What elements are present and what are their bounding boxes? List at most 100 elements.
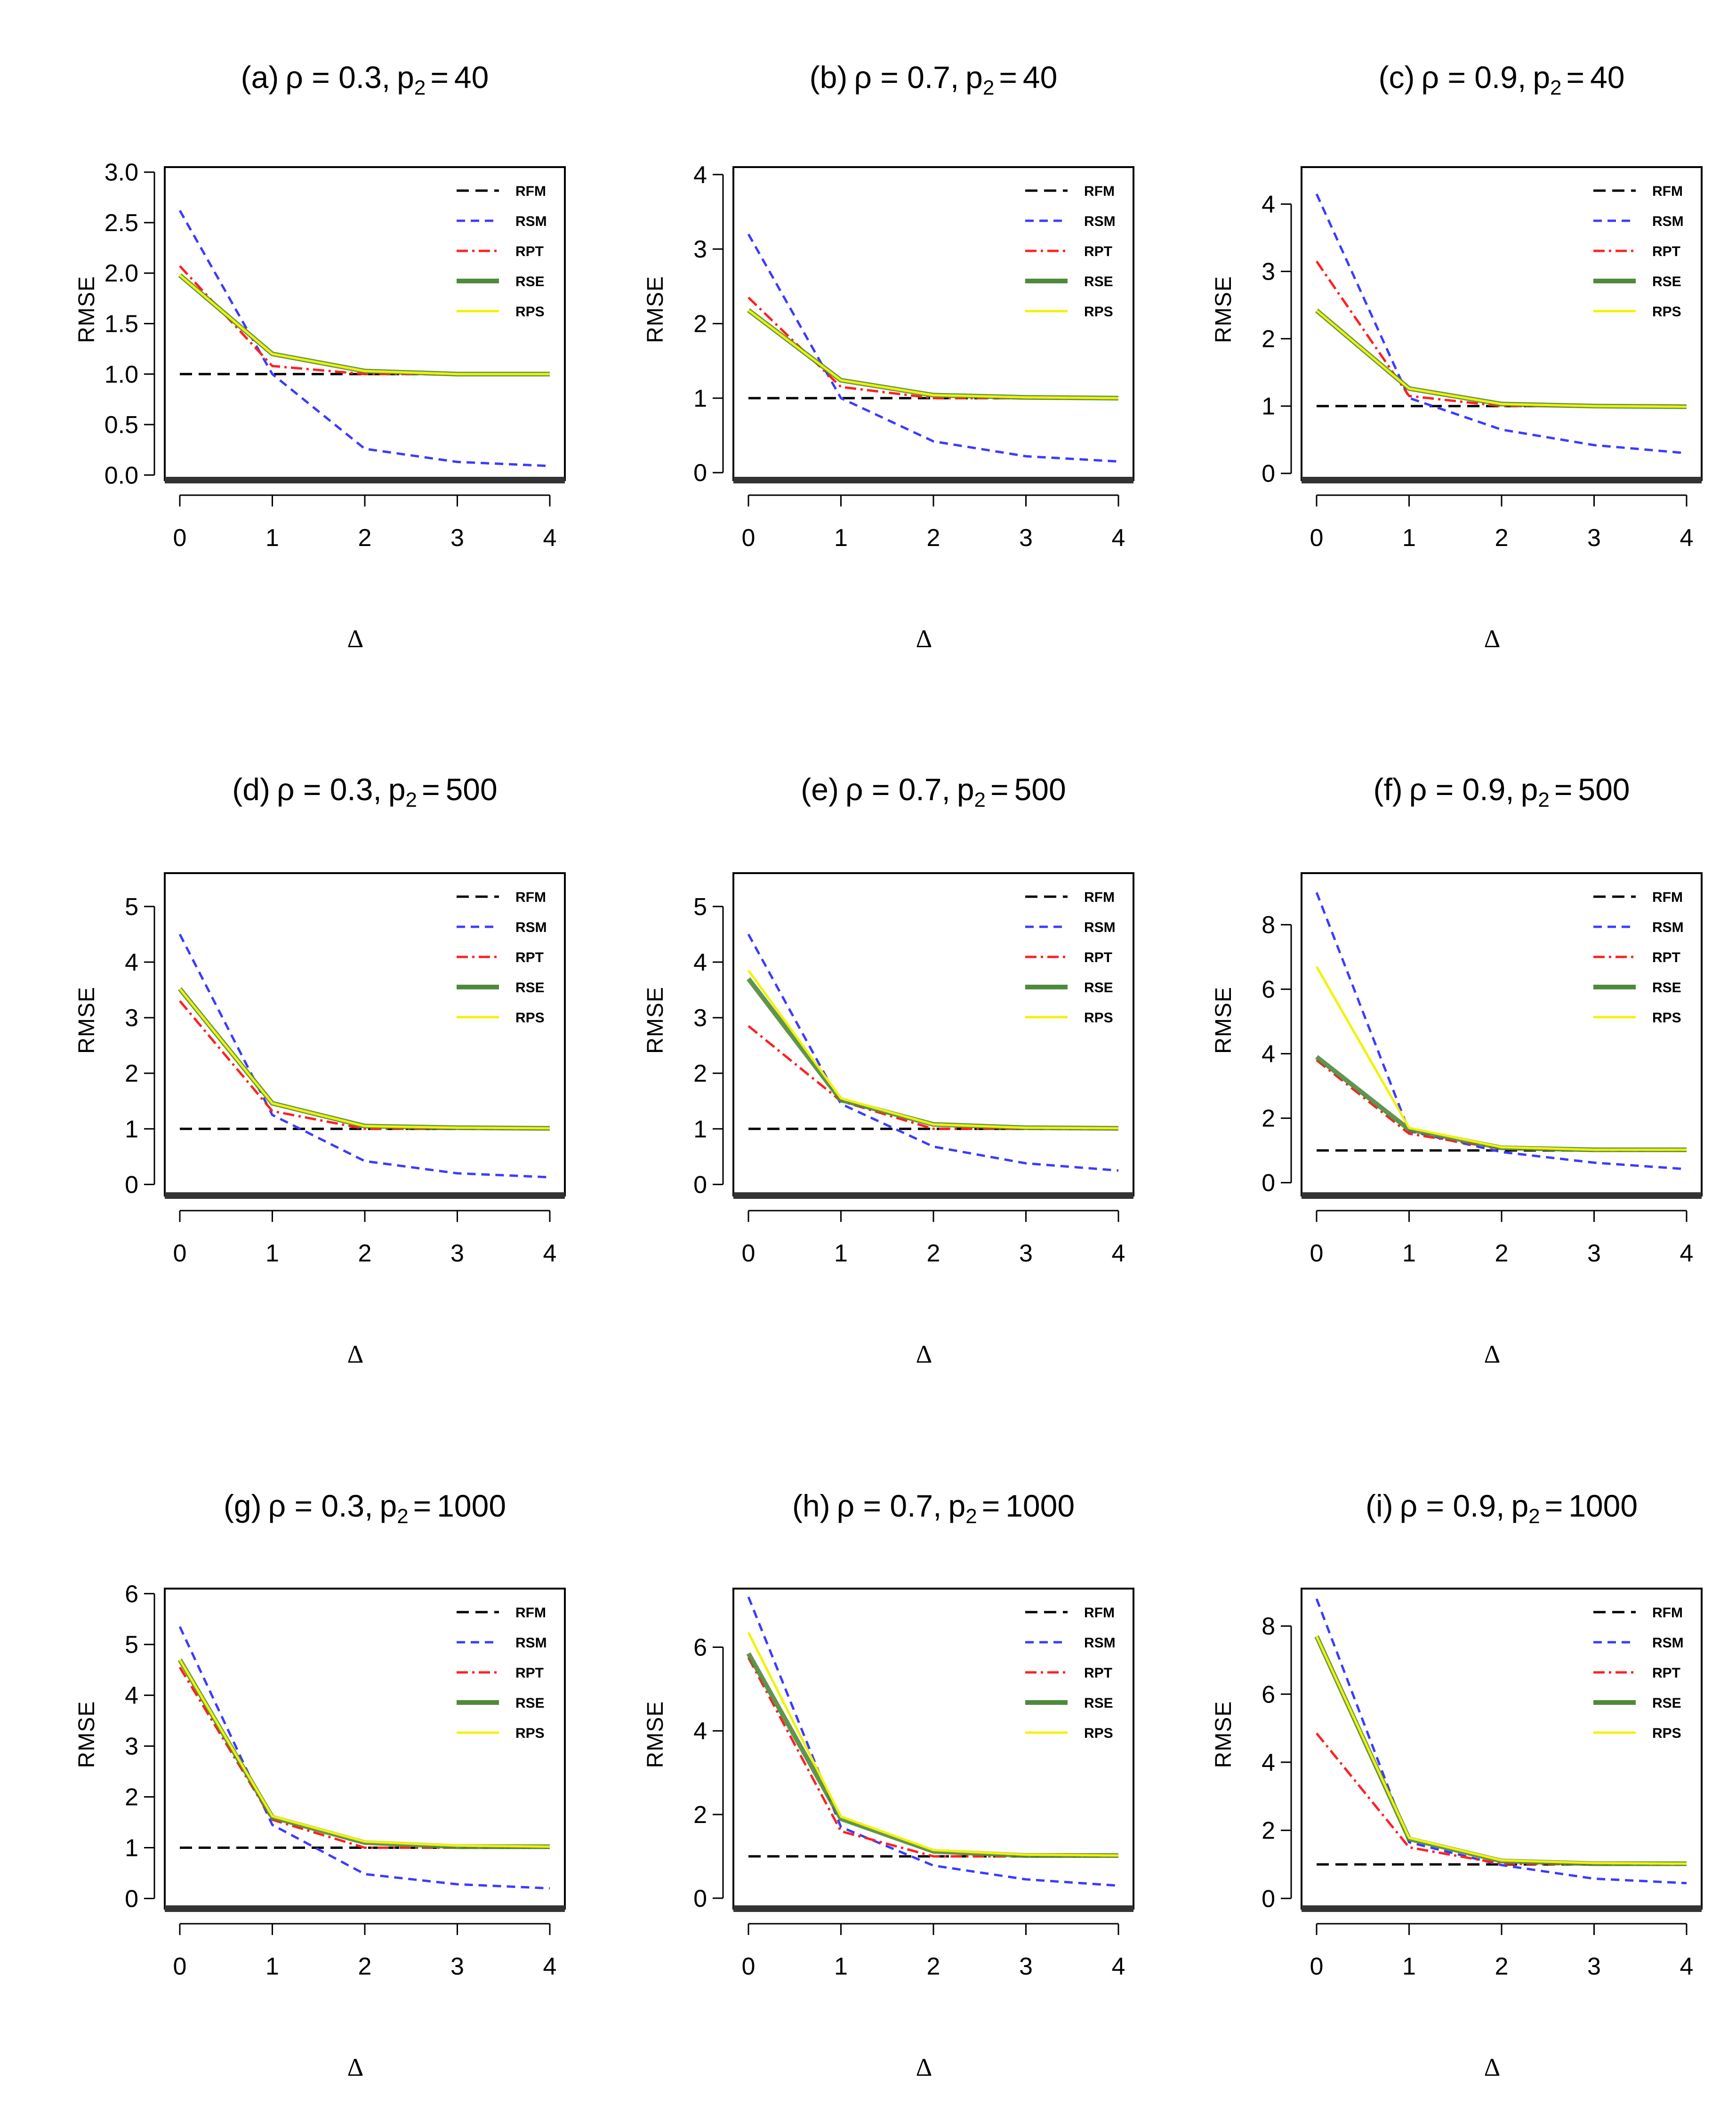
panel-title: (e) ρ = 0.7, p2 = 500 xyxy=(801,772,1066,811)
legend-label: RPS xyxy=(1084,1726,1113,1741)
legend-label: RSE xyxy=(1084,1695,1113,1711)
legend-label: RFM xyxy=(1084,184,1115,199)
x-axis-label: Δ xyxy=(1484,2053,1501,2081)
y-tick-label: 3.0 xyxy=(104,159,138,186)
panel-title: (f) ρ = 0.9, p2 = 500 xyxy=(1373,772,1630,811)
legend-label: RSM xyxy=(1084,920,1116,935)
x-tick-label: 1 xyxy=(265,1953,279,1980)
x-tick-label: 2 xyxy=(358,524,372,552)
panel-p2-value: 500 xyxy=(1014,772,1066,807)
series-line-rps xyxy=(1316,309,1687,408)
series-line-rps xyxy=(1315,966,1687,1151)
y-tick-label: 3 xyxy=(125,1733,138,1760)
panel-p2-value: 500 xyxy=(1578,772,1630,807)
panel-eq: = xyxy=(999,60,1017,95)
x-tick-label: 2 xyxy=(927,1953,940,1980)
panel-p2-value: 1000 xyxy=(437,1488,506,1523)
panel-title: (d) ρ = 0.3, p2 = 500 xyxy=(232,772,497,811)
x-tick-label: 4 xyxy=(1112,524,1125,552)
y-tick-label: 4 xyxy=(693,949,707,976)
panel-p2-value: 1000 xyxy=(1005,1488,1075,1523)
y-tick-label: 8 xyxy=(1262,1613,1275,1640)
x-tick-label: 2 xyxy=(1495,1240,1509,1267)
panel-p2-value: 40 xyxy=(454,60,489,95)
x-tick-label: 1 xyxy=(265,1240,279,1267)
plot-frame xyxy=(164,872,566,1197)
x-tick-label: 3 xyxy=(1587,1953,1601,1980)
x-tick-label: 4 xyxy=(1680,524,1694,552)
legend-label: RPT xyxy=(515,1665,544,1681)
x-tick-label: 0 xyxy=(742,524,755,552)
y-tick-label: 4 xyxy=(125,949,138,976)
series-line-rsm xyxy=(747,933,1119,1172)
panel-rho: ρ = 0.7, xyxy=(854,60,959,95)
panel-letter: (d) xyxy=(232,772,270,807)
x-axis-label: Δ xyxy=(916,625,932,653)
panel-title: (g) ρ = 0.3, p2 = 1000 xyxy=(224,1488,506,1528)
series-line-rps xyxy=(1315,1636,1687,1865)
panel-p-sub: 2 xyxy=(406,788,417,811)
legend-label: RFM xyxy=(1652,890,1683,905)
y-tick-label: 1 xyxy=(125,1834,138,1862)
x-tick-label: 3 xyxy=(1019,1240,1033,1267)
x-axis-label: Δ xyxy=(1484,625,1501,653)
legend-label: RSE xyxy=(1084,980,1113,996)
y-tick-label: 2 xyxy=(125,1060,138,1087)
panel-rho: ρ = 0.9, xyxy=(1409,772,1514,807)
panel-p: p xyxy=(1511,1488,1528,1523)
panel-p-sub: 2 xyxy=(965,1505,977,1528)
legend-label: RSE xyxy=(1084,274,1113,289)
y-tick-label: 2 xyxy=(693,311,707,338)
panel-letter: (h) xyxy=(792,1488,830,1523)
legend-label: RSE xyxy=(1652,980,1681,996)
series-line-rse xyxy=(747,977,1119,1131)
y-tick-label: 4 xyxy=(1262,1041,1275,1068)
y-tick-label: 0.5 xyxy=(104,411,138,439)
legend-label: RPT xyxy=(1652,950,1680,965)
panel-letter: (i) xyxy=(1366,1488,1393,1523)
x-tick-label: 4 xyxy=(543,524,557,552)
panel-p2-value: 500 xyxy=(446,772,498,807)
series-line-rpt xyxy=(747,1025,1118,1130)
panel-p-sub: 2 xyxy=(1528,1505,1540,1528)
y-tick-label: 1.0 xyxy=(104,361,138,388)
y-tick-label: 4 xyxy=(1262,1749,1275,1776)
legend-label: RSM xyxy=(1652,920,1684,935)
x-tick-label: 2 xyxy=(1495,1953,1509,1980)
y-tick-label: 3 xyxy=(693,1004,707,1032)
legend-label: RPT xyxy=(515,244,544,259)
panel-p: p xyxy=(957,772,974,807)
panel-p: p xyxy=(1521,772,1538,807)
legend-label: RPT xyxy=(1084,1665,1112,1681)
y-tick-label: 4 xyxy=(1262,191,1275,218)
y-tick-label: 3 xyxy=(1262,258,1275,286)
legend-label: RSE xyxy=(1652,274,1681,289)
x-tick-label: 4 xyxy=(543,1240,557,1267)
panel-eq: = xyxy=(413,1488,432,1523)
y-axis-label: RMSE xyxy=(643,987,668,1054)
legend-label: RPT xyxy=(1084,244,1112,259)
panel-rho: ρ = 0.3, xyxy=(285,60,390,95)
series-line-rsm xyxy=(747,233,1119,463)
legend-label: RSM xyxy=(515,214,547,229)
legend-label: RFM xyxy=(1084,890,1115,905)
y-axis-label: RMSE xyxy=(643,1701,668,1768)
x-tick-label: 3 xyxy=(1587,1240,1601,1267)
panel-rho: ρ = 0.3, xyxy=(268,1488,373,1523)
series-line-rsm xyxy=(178,933,550,1179)
panel-p: p xyxy=(397,60,414,95)
panel-eq: = xyxy=(982,1488,1000,1523)
x-tick-label: 3 xyxy=(1587,524,1601,552)
legend-label: RPT xyxy=(1652,244,1680,259)
y-axis-label: RMSE xyxy=(1211,276,1236,343)
panel-p: p xyxy=(948,1488,965,1523)
x-axis-label: Δ xyxy=(347,625,364,653)
y-tick-label: 0 xyxy=(125,1885,138,1912)
panel-p-sub: 2 xyxy=(974,788,986,811)
y-tick-label: 6 xyxy=(1262,1681,1275,1708)
y-tick-label: 2 xyxy=(1262,326,1275,353)
y-tick-label: 4 xyxy=(125,1682,138,1710)
panel-eq: = xyxy=(990,772,1009,807)
